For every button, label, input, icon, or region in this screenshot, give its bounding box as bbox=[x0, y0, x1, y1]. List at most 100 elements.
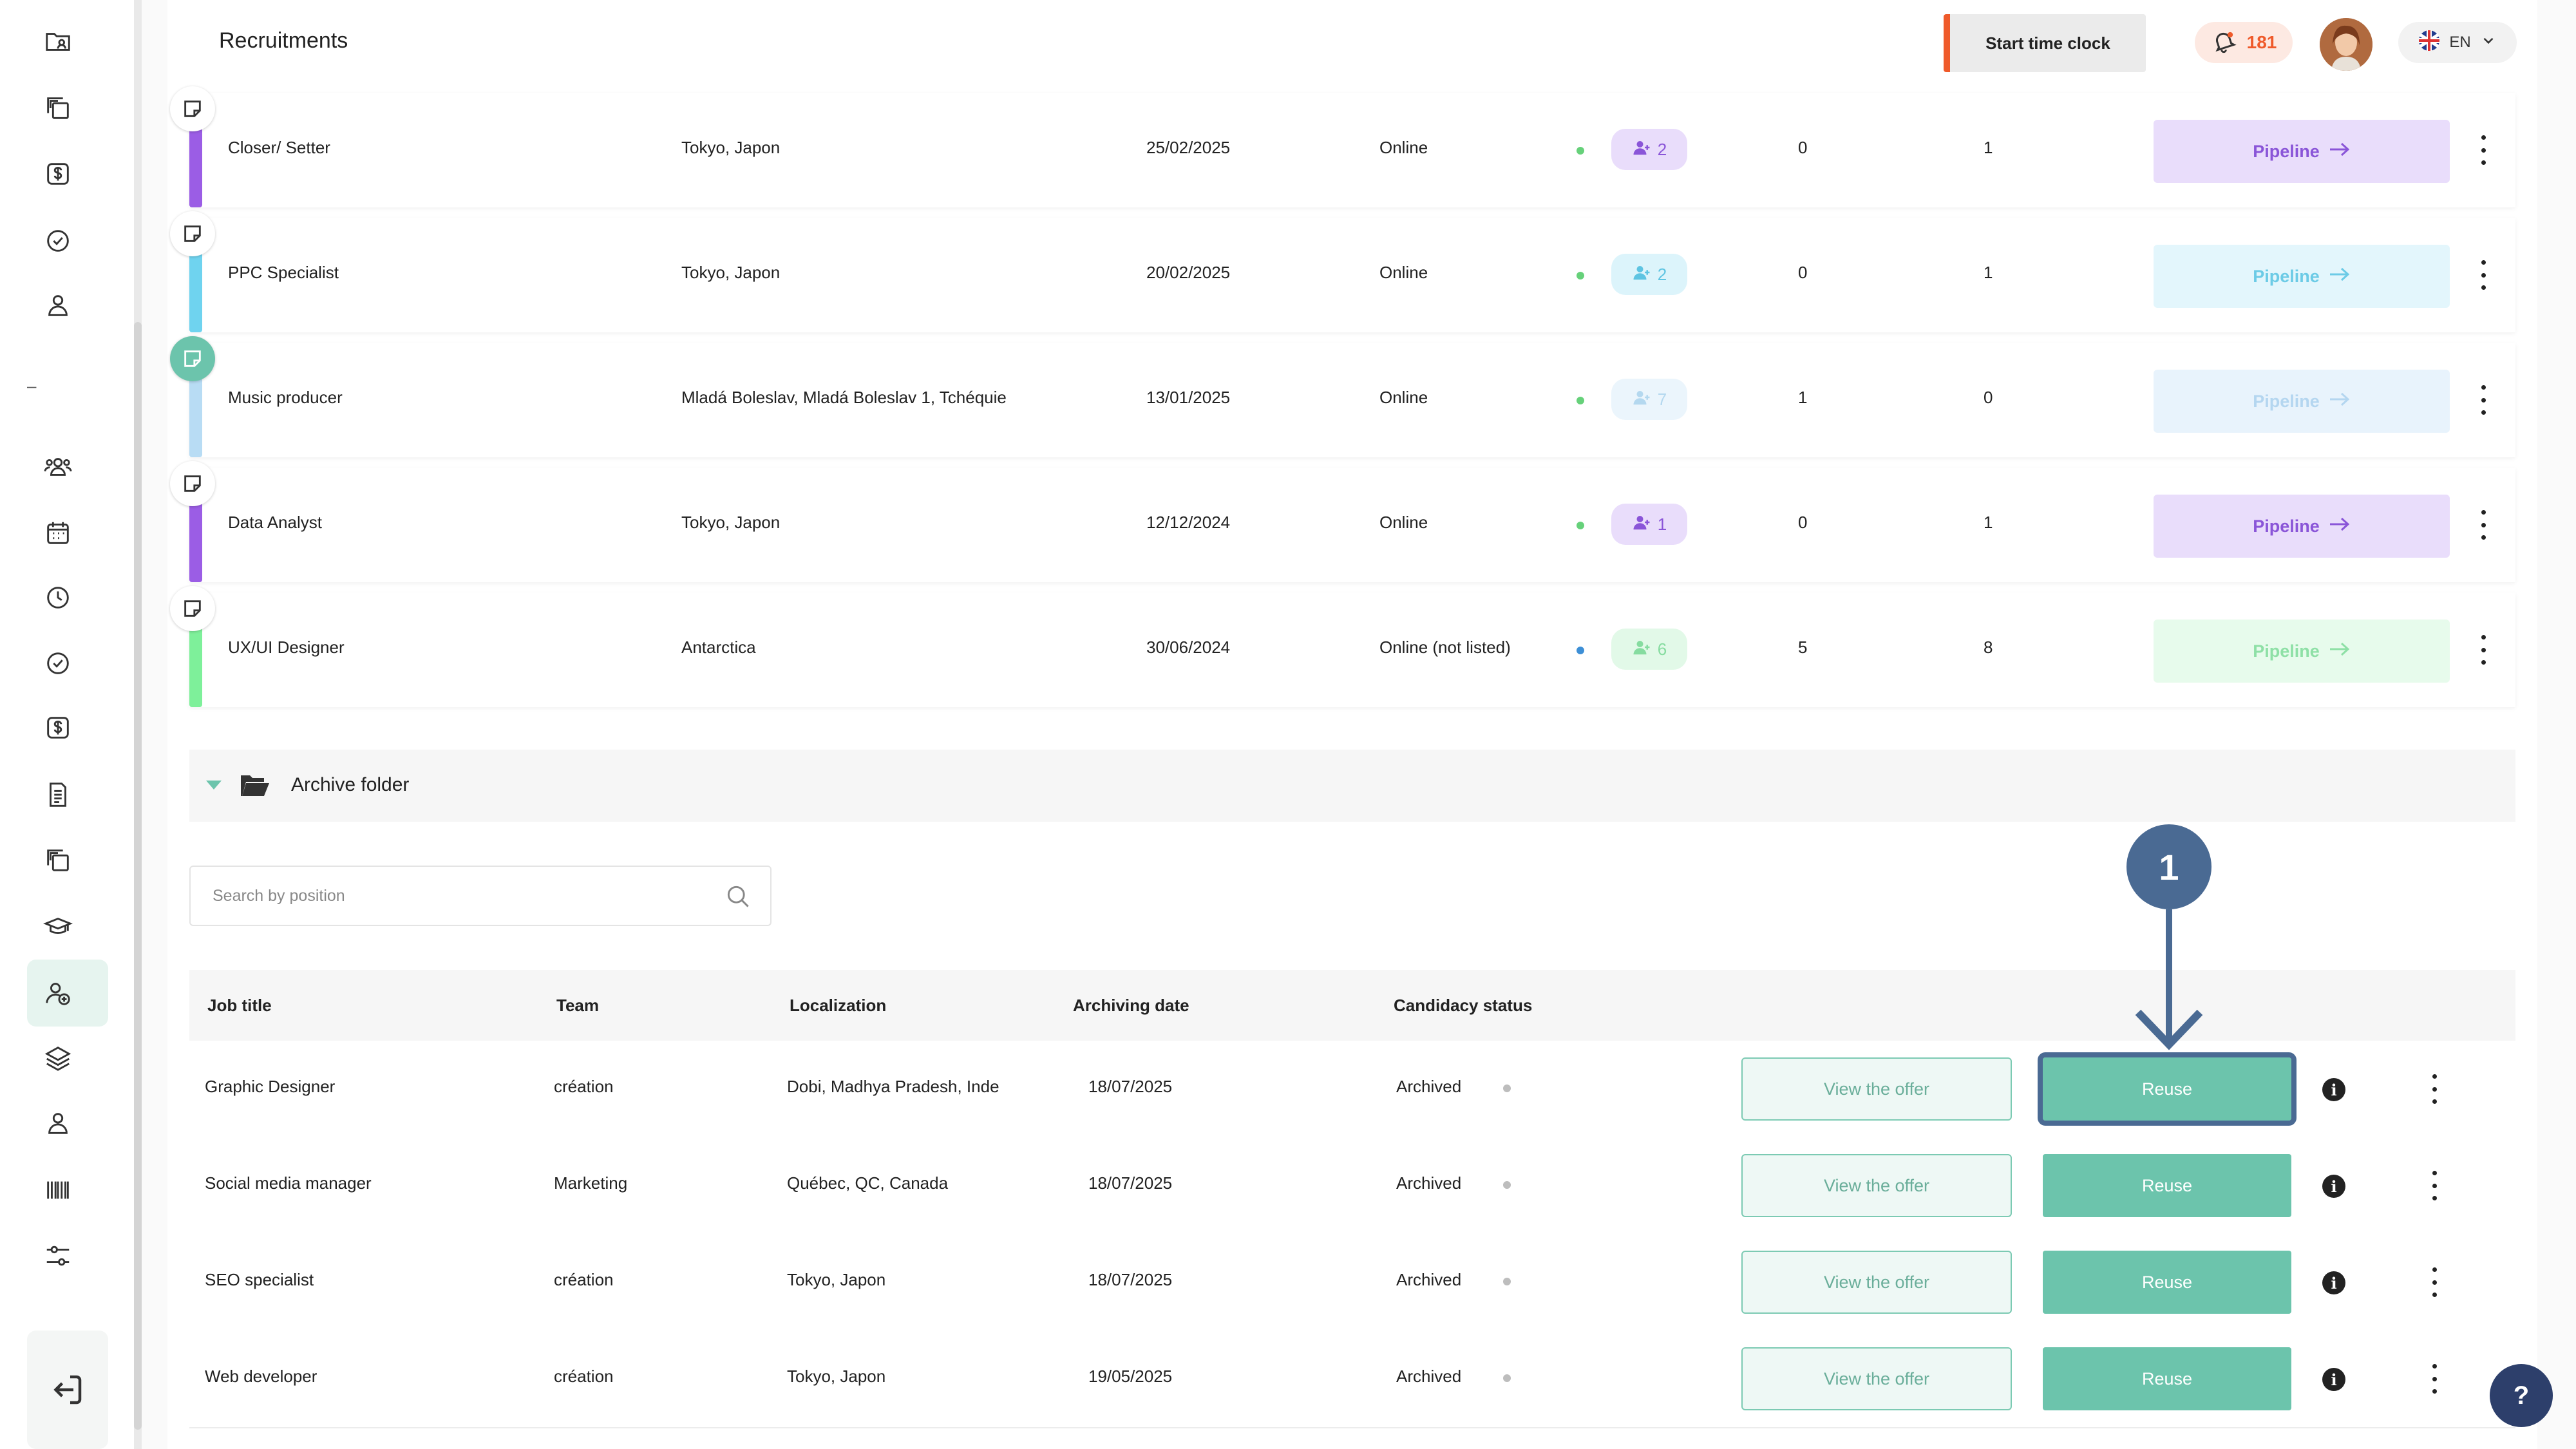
job-row[interactable]: Data Analyst Tokyo, Japon 12/12/2024 Online… bbox=[170, 461, 2515, 582]
view-offer-button[interactable]: View the offer bbox=[1741, 1057, 2012, 1121]
applicants-badge[interactable]: 2 bbox=[1611, 129, 1687, 170]
language-selector[interactable]: EN bbox=[2398, 22, 2517, 63]
arrow-down-icon bbox=[2132, 909, 2206, 1058]
pipeline-button[interactable]: Pipeline bbox=[2154, 370, 2450, 433]
view-offer-button[interactable]: View the offer bbox=[1741, 1154, 2012, 1217]
user-icon[interactable] bbox=[39, 1104, 77, 1142]
more-options-icon[interactable] bbox=[2428, 1074, 2441, 1104]
more-options-icon[interactable] bbox=[2477, 510, 2490, 540]
note-icon[interactable] bbox=[170, 211, 215, 256]
more-options-icon[interactable] bbox=[2428, 1267, 2441, 1297]
pipeline-label: Pipeline bbox=[2253, 516, 2320, 536]
pipeline-button[interactable]: Pipeline bbox=[2154, 620, 2450, 683]
check-circle-icon[interactable] bbox=[39, 644, 77, 683]
copy-icon[interactable] bbox=[39, 89, 77, 128]
pipeline-label: Pipeline bbox=[2253, 391, 2320, 411]
info-icon[interactable]: i bbox=[2322, 1368, 2345, 1391]
job-title: Closer/ Setter bbox=[228, 138, 330, 157]
job-count-b: 8 bbox=[1984, 638, 1993, 657]
note-icon[interactable] bbox=[170, 586, 215, 631]
archive-row: Graphic Designer création Dobi, Madhya Pra… bbox=[189, 1041, 2515, 1139]
user-avatar[interactable] bbox=[2320, 18, 2372, 71]
job-date: 12/12/2024 bbox=[1146, 513, 1231, 532]
applicants-badge[interactable]: 6 bbox=[1611, 629, 1687, 670]
info-icon[interactable]: i bbox=[2322, 1175, 2345, 1198]
archive-job-title: Graphic Designer bbox=[205, 1077, 336, 1096]
applicants-count: 1 bbox=[1657, 514, 1667, 534]
archive-folder-header[interactable] bbox=[189, 750, 2515, 822]
archive-folder-label: Archive folder bbox=[291, 774, 410, 795]
job-row[interactable]: PPC Specialist Tokyo, Japon 20/02/2025 Onli… bbox=[170, 211, 2515, 332]
user-plus-icon[interactable] bbox=[39, 974, 77, 1012]
scrollbar-thumb[interactable] bbox=[134, 322, 142, 1430]
applicants-badge[interactable]: 1 bbox=[1611, 504, 1687, 545]
archive-status: Archived bbox=[1396, 1077, 1462, 1096]
more-options-icon[interactable] bbox=[2477, 135, 2490, 165]
folder-user-icon[interactable] bbox=[39, 22, 77, 61]
column-header-candidacy-status: Candidacy status bbox=[1394, 996, 1533, 1015]
users-icon[interactable] bbox=[39, 447, 77, 486]
job-color-bar bbox=[189, 122, 202, 207]
pipeline-button[interactable]: Pipeline bbox=[2154, 495, 2450, 558]
pipeline-button[interactable]: Pipeline bbox=[2154, 245, 2450, 308]
sliders-icon[interactable] bbox=[39, 1236, 77, 1275]
more-options-icon[interactable] bbox=[2428, 1171, 2441, 1200]
note-icon[interactable] bbox=[170, 461, 215, 506]
archive-row: Social media manager Marketing Québec, QC,… bbox=[189, 1137, 2515, 1235]
reuse-button[interactable]: Reuse bbox=[2043, 1154, 2291, 1217]
info-icon[interactable]: i bbox=[2322, 1078, 2345, 1101]
job-color-bar bbox=[189, 622, 202, 707]
applicants-badge[interactable]: 2 bbox=[1611, 254, 1687, 295]
document-icon[interactable] bbox=[39, 775, 77, 814]
layers-icon[interactable] bbox=[39, 1039, 77, 1078]
caret-down-icon[interactable] bbox=[205, 778, 223, 795]
dollar-icon[interactable] bbox=[39, 708, 77, 747]
archive-date: 18/07/2025 bbox=[1088, 1173, 1173, 1193]
copy-icon[interactable] bbox=[39, 841, 77, 880]
start-time-clock-button[interactable]: Start time clock bbox=[1944, 14, 2146, 72]
more-options-icon[interactable] bbox=[2477, 260, 2490, 290]
arrow-right-icon bbox=[2329, 392, 2351, 412]
check-circle-icon[interactable] bbox=[39, 222, 77, 260]
job-row[interactable]: Closer/ Setter Tokyo, Japon 25/02/2025 Onli… bbox=[170, 86, 2515, 207]
status-dot bbox=[1577, 522, 1584, 529]
note-icon[interactable] bbox=[170, 336, 215, 381]
help-button[interactable]: ? bbox=[2490, 1364, 2553, 1427]
calendar-icon[interactable] bbox=[39, 514, 77, 553]
search-icon[interactable] bbox=[724, 882, 752, 914]
archive-status: Archived bbox=[1396, 1367, 1462, 1386]
clock-icon[interactable] bbox=[39, 578, 77, 617]
pipeline-button[interactable]: Pipeline bbox=[2154, 120, 2450, 183]
job-count-a: 0 bbox=[1798, 513, 1808, 532]
pipeline-label: Pipeline bbox=[2253, 141, 2320, 161]
job-title: Music producer bbox=[228, 388, 343, 407]
view-offer-button[interactable]: View the offer bbox=[1741, 1251, 2012, 1314]
reuse-button[interactable]: Reuse bbox=[2043, 1347, 2291, 1410]
logout-icon[interactable] bbox=[48, 1370, 86, 1412]
barcode-icon[interactable] bbox=[39, 1171, 77, 1209]
status-dot bbox=[1503, 1374, 1511, 1382]
reuse-button[interactable]: Reuse bbox=[2038, 1052, 2297, 1126]
column-header-localization: Localization bbox=[790, 996, 887, 1015]
more-options-icon[interactable] bbox=[2477, 635, 2490, 665]
job-count-b: 1 bbox=[1984, 263, 1993, 282]
pipeline-label: Pipeline bbox=[2253, 641, 2320, 661]
job-color-bar bbox=[189, 497, 202, 582]
note-icon[interactable] bbox=[170, 86, 215, 131]
user-icon[interactable] bbox=[39, 286, 77, 325]
view-offer-button[interactable]: View the offer bbox=[1741, 1347, 2012, 1410]
graduation-cap-icon[interactable] bbox=[39, 907, 77, 945]
search-position-input[interactable] bbox=[189, 866, 772, 926]
info-icon[interactable]: i bbox=[2322, 1271, 2345, 1294]
job-row[interactable]: Music producer Mladá Boleslav, Mladá Bole… bbox=[170, 336, 2515, 457]
job-color-bar bbox=[189, 247, 202, 332]
reuse-button[interactable]: Reuse bbox=[2043, 1251, 2291, 1314]
archive-date: 19/05/2025 bbox=[1088, 1367, 1173, 1386]
more-options-icon[interactable] bbox=[2428, 1364, 2441, 1394]
applicants-badge[interactable]: 7 bbox=[1611, 379, 1687, 420]
dollar-icon[interactable] bbox=[39, 155, 77, 193]
notifications-button[interactable]: 181 bbox=[2195, 22, 2293, 63]
job-row[interactable]: UX/UI Designer Antarctica 30/06/2024 Online… bbox=[170, 586, 2515, 707]
more-options-icon[interactable] bbox=[2477, 385, 2490, 415]
applicants-count: 7 bbox=[1657, 389, 1667, 409]
